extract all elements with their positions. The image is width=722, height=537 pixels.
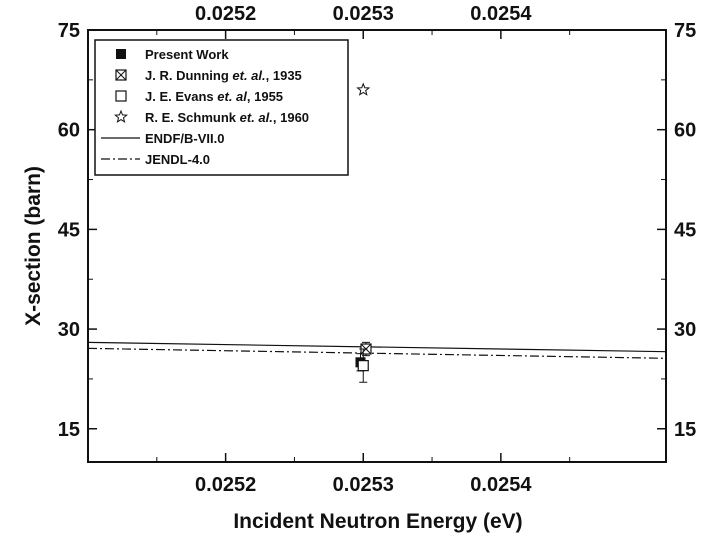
y-axis-ticks: 15 15 30 30 45 45 60 60 75 75	[58, 20, 697, 441]
y-right-tick-label: 45	[674, 219, 696, 241]
series-lines	[87, 341, 667, 359]
y-axis-title: X-section (barn)	[22, 166, 45, 326]
x-top-tick-label: 0.0253	[333, 3, 394, 25]
legend-marker	[113, 109, 129, 123]
y-tick-label: 15	[58, 419, 80, 441]
x-tick-label: 0.0254	[470, 474, 532, 496]
legend-label: J. R. Dunning et. al., 1935	[145, 68, 302, 83]
legend-label: Present Work	[145, 47, 229, 62]
y-tick-label: 30	[58, 319, 80, 341]
y-right-tick-label: 75	[674, 20, 696, 42]
y-right-tick-label: 15	[674, 419, 696, 441]
y-tick-label: 75	[58, 20, 80, 42]
legend-box	[94, 39, 349, 176]
endf-line	[87, 341, 667, 353]
plot-frame	[87, 29, 667, 463]
x-top-tick-label: 0.0254	[470, 3, 532, 25]
legend-items: Present Work J. R. Dunning et. al., 1935 J…	[101, 47, 309, 167]
y-tick-label: 45	[58, 219, 80, 241]
marker-cross-b	[115, 69, 127, 81]
series-points	[355, 82, 372, 383]
legend-label: JENDL-4.0	[145, 152, 210, 167]
legend-label: ENDF/B-VII.0	[145, 131, 224, 146]
x-tick-label: 0.0252	[195, 474, 256, 496]
x-axis-ticks: 0.0252 0.0252 0.0253 0.0253 0.0254 0.0254	[156, 3, 571, 496]
jendl-line	[87, 347, 667, 359]
x-tick-label: 0.0253	[333, 474, 394, 496]
y-right-tick-label: 60	[674, 120, 696, 142]
data-point	[356, 82, 371, 96]
legend-label: J. E. Evans et. al, 1955	[145, 89, 283, 104]
x-top-tick-label: 0.0252	[195, 3, 256, 25]
data-point	[357, 360, 369, 372]
legend-marker	[115, 90, 127, 102]
legend-marker	[115, 69, 127, 81]
legend-label: R. E. Schmunk et. al., 1960	[145, 110, 309, 125]
legend: Present Work J. R. Dunning et. al., 1935 J…	[94, 39, 349, 176]
legend-marker	[116, 49, 126, 59]
x-axis-title: Incident Neutron Energy (eV)	[233, 510, 522, 533]
y-right-tick-label: 30	[674, 319, 696, 341]
y-tick-label: 60	[58, 120, 80, 142]
